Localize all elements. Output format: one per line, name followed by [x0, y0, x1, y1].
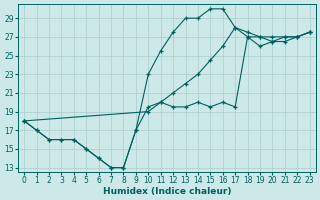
X-axis label: Humidex (Indice chaleur): Humidex (Indice chaleur) [103, 187, 231, 196]
